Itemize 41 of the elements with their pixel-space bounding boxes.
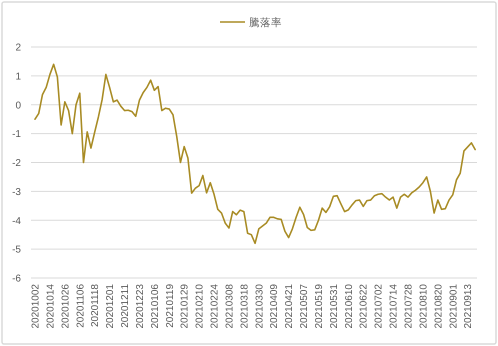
legend-label: 騰落率 [249, 16, 282, 29]
y-tick-label: -2 [12, 158, 22, 169]
y-tick-label: 0 [15, 100, 22, 112]
y-tick-label: -4 [12, 216, 22, 227]
x-tick-label: 20210119 [164, 284, 176, 328]
x-tick-label: 20201201 [105, 284, 116, 328]
x-tick-label: 20210421 [284, 284, 296, 328]
x-tick-label: 20210129 [180, 284, 191, 328]
x-tick-label: 20210901 [448, 284, 460, 328]
x-tick-label: 20201106 [75, 284, 86, 328]
x-tick-label: 20201118 [90, 284, 102, 328]
x-tick-label: 20210330 [254, 284, 266, 328]
x-tick-label: 20210210 [194, 284, 206, 328]
y-tick-label: -6 [12, 274, 22, 284]
y-tick-label: -5 [12, 244, 22, 256]
y-tick-label: 1 [15, 71, 22, 82]
x-tick-label: 20210519 [314, 284, 325, 328]
x-tick-label: 20210622 [358, 284, 370, 328]
y-tick-label: 2 [15, 42, 22, 54]
x-tick-label: 20210531 [328, 284, 340, 328]
x-tick-label: 20201211 [120, 284, 132, 328]
x-tick-label: 20210913 [463, 284, 474, 328]
x-tick-label: 20210702 [374, 284, 385, 328]
x-tick-label: 20210409 [269, 284, 280, 328]
x-tick-label: 20210714 [388, 284, 400, 328]
x-tick-label: 20210820 [433, 284, 444, 328]
x-tick-label: 20210308 [224, 284, 236, 328]
x-tick-label: 20201002 [30, 284, 42, 328]
y-tick-label: -3 [12, 186, 22, 198]
x-tick-label: 20210224 [210, 284, 221, 328]
x-tick-label: 20210810 [418, 284, 430, 328]
x-tick-label: 20201223 [134, 284, 146, 328]
x-tick-label: 20210507 [299, 284, 310, 328]
y-tick-label: -1 [12, 129, 22, 140]
x-tick-label: 20210106 [150, 284, 161, 328]
x-tick-label: 20201014 [45, 284, 56, 328]
x-tick-label: 20210728 [404, 284, 414, 328]
x-tick-label: 20201026 [60, 284, 72, 328]
x-tick-label: 20210610 [344, 284, 355, 328]
line-series [34, 64, 476, 244]
x-tick-label: 20210318 [239, 284, 250, 328]
